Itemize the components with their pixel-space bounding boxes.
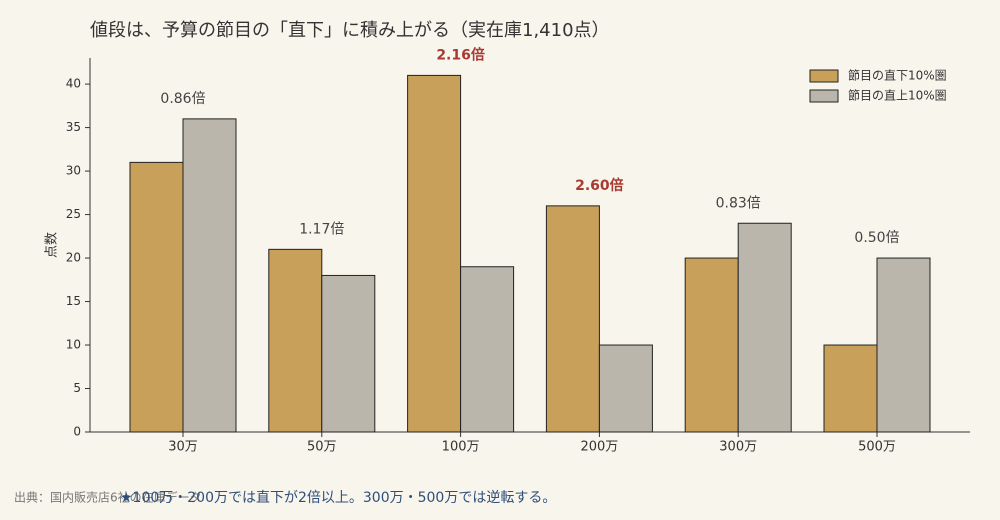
y-tick-label: 25: [66, 207, 81, 221]
chart-title: 値段は、予算の節目の「直下」に積み上がる（実在庫1,410点）: [90, 20, 610, 41]
ratio-label: 0.86倍: [160, 91, 205, 107]
bar: [876, 257, 931, 433]
bar: [823, 344, 878, 433]
bar: [460, 266, 515, 433]
x-tick-label: 100万: [442, 440, 480, 455]
x-tick-label: 50万: [307, 440, 337, 455]
ratio-label: 2.60倍: [575, 177, 624, 194]
y-tick-label: 40: [66, 77, 81, 91]
bar: [182, 118, 237, 433]
y-tick-label: 30: [66, 164, 81, 178]
x-tick-label: 30万: [168, 440, 198, 455]
x-tick-label: 500万: [858, 440, 896, 455]
bar: [268, 248, 323, 433]
legend-swatch: [809, 89, 839, 103]
y-tick-label: 5: [73, 381, 81, 395]
y-tick-label: 10: [66, 338, 81, 352]
y-tick-label: 35: [66, 120, 81, 134]
y-tick-label: 20: [66, 251, 81, 265]
y-axis-label: 点数: [45, 232, 60, 258]
bar: [321, 274, 376, 433]
ratio-label: 2.16倍: [436, 46, 485, 63]
ratio-label: 1.17倍: [299, 221, 344, 237]
bar: [129, 161, 184, 433]
ratio-label: 0.83倍: [716, 195, 761, 211]
bar: [407, 74, 462, 433]
ratio-label: 0.50倍: [854, 230, 899, 246]
x-tick-label: 300万: [719, 440, 757, 455]
bar: [684, 257, 739, 433]
y-tick-label: 0: [73, 425, 81, 439]
y-tick-label: 15: [66, 294, 81, 308]
bar: [737, 222, 792, 433]
bar: [598, 344, 653, 433]
legend-swatch: [809, 69, 839, 83]
legend-label: 節目の直上10%圏: [848, 88, 947, 103]
x-tick-label: 200万: [580, 440, 618, 455]
legend-label: 節目の直下10%圏: [848, 68, 947, 83]
bar: [545, 205, 600, 433]
source: 出典：国内販売店6社の在庫データ: [14, 490, 202, 505]
note: ★100万・200万では直下が2倍以上。300万・500万では逆転する。: [120, 489, 556, 506]
